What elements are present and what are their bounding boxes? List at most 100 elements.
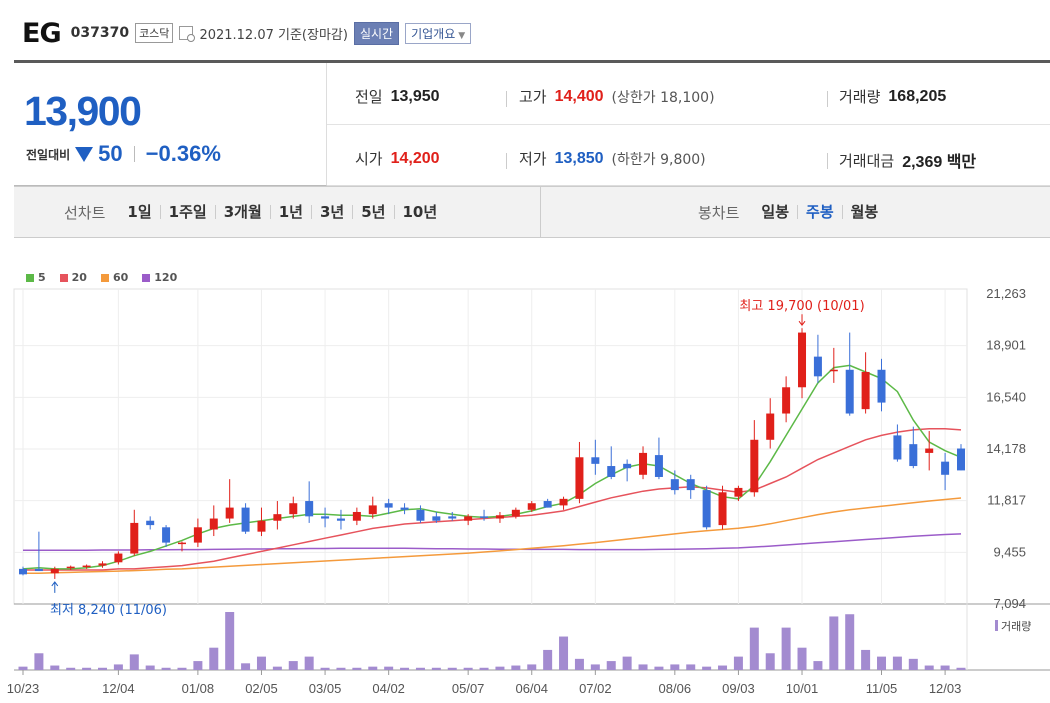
candle-body (782, 387, 791, 414)
x-tick-label: 10/23 (7, 681, 40, 696)
period-3m[interactable]: 3개월 (214, 205, 270, 220)
volume-bar (749, 627, 759, 670)
candle-body (941, 461, 950, 475)
x-tick-label: 02/05 (245, 681, 278, 696)
divider (827, 153, 828, 169)
candle-chart-group: 봉차트 일봉 주봉 월봉 (698, 187, 886, 237)
y-tick-label: 11,817 (987, 493, 1026, 508)
stat-label: 거래량 (839, 88, 881, 106)
candle-body (114, 553, 123, 563)
legend-swatch (26, 273, 34, 282)
candle-daily[interactable]: 일봉 (761, 203, 790, 221)
period-1y[interactable]: 1년 (269, 205, 311, 220)
quote-summary: 13,900 전일대비 50 −0.36% 전일 13,950 고가 14,40… (14, 60, 1050, 186)
candle-body (750, 439, 759, 493)
high-arrow-icon (798, 314, 806, 327)
stock-code: 037370 (70, 25, 130, 41)
x-tick-label: 04/02 (372, 681, 405, 696)
row-divider (327, 124, 1050, 125)
candle-body (591, 457, 600, 464)
legend-item-ma20: 20 (59, 271, 87, 284)
divider (133, 146, 135, 162)
volume-bar (622, 656, 632, 670)
candle-body (289, 503, 298, 515)
volume-bar (193, 661, 203, 670)
change-percent: −0.36% (145, 141, 221, 166)
candle-body (321, 516, 330, 519)
volume-bar (877, 656, 887, 670)
volume-bar (352, 667, 362, 670)
candle-body (957, 448, 965, 471)
candle-body (146, 520, 155, 526)
candle-body (766, 413, 775, 440)
change-label: 전일대비 (26, 147, 71, 162)
volume-bar (431, 667, 441, 670)
volume-bar (368, 666, 378, 670)
current-price: 13,900 (24, 88, 142, 134)
candle-body (861, 371, 870, 410)
period-5y[interactable]: 5년 (352, 205, 393, 220)
candle-body (273, 514, 282, 521)
volume-bar (781, 627, 791, 670)
volume-bar (129, 654, 139, 670)
realtime-button[interactable]: 실시간 (353, 21, 400, 45)
stock-header: EG 037370 코스닥 2021.12.07 기준(장마감) 실시간 기업개… (22, 18, 472, 49)
high-annotation: 최고 19,700 (10/01) (739, 299, 864, 314)
candle-body (829, 369, 838, 372)
candle-body (82, 565, 91, 568)
ma5-line (22, 364, 962, 570)
volume-bar (384, 666, 394, 670)
x-tick-label: 06/04 (515, 681, 548, 696)
candle-monthly[interactable]: 월봉 (841, 205, 887, 220)
volume-bar (82, 667, 92, 670)
x-tick-label: 09/03 (722, 681, 755, 696)
volume-bar (241, 663, 251, 670)
candle-body (66, 566, 75, 569)
volume-bar (336, 667, 346, 670)
ma60-line (23, 497, 962, 574)
legend-item-ma120: 120 (142, 271, 177, 284)
period-1d[interactable]: 1일 (127, 203, 152, 221)
volume-bar (718, 665, 728, 670)
volume-bar (400, 667, 410, 670)
divider (540, 187, 541, 237)
volume-bar (733, 656, 743, 670)
stat-label: 전일 (355, 88, 383, 106)
volume-legend-label: 거래량 (1001, 620, 1031, 633)
candle-weekly[interactable]: 주봉 (797, 205, 842, 220)
candle-body (559, 498, 568, 506)
volume-bar (34, 653, 44, 670)
legend-swatch (142, 273, 151, 282)
volume-bar (66, 667, 76, 670)
legend-label: 120 (154, 271, 178, 284)
candle-body (877, 369, 886, 403)
candle-body (305, 501, 314, 517)
company-info-label: 기업개요 (411, 26, 456, 41)
stat-label: 저가 (519, 150, 547, 168)
candle-body (384, 503, 393, 508)
company-info-dropdown[interactable]: 기업개요 ▼ (405, 22, 472, 44)
period-1w[interactable]: 1주일 (159, 205, 215, 220)
volume-bar (18, 666, 28, 670)
period-10y[interactable]: 10년 (393, 205, 446, 220)
period-3y[interactable]: 3년 (311, 205, 352, 220)
candle-body (702, 490, 711, 528)
volume-bar (797, 647, 807, 670)
candle-body (527, 503, 536, 510)
volume-bar (940, 665, 950, 670)
line-chart-group: 선차트 1일 1주일 3개월 1년 3년 5년 10년 (64, 187, 445, 237)
price-panel-frame (13, 288, 968, 605)
divider (827, 91, 828, 107)
candle-body (225, 507, 234, 519)
volume-bar (511, 665, 521, 670)
x-tick-label: 03/05 (309, 681, 342, 696)
change-value: 50 (98, 141, 123, 166)
volume-bar (845, 614, 855, 670)
candle-body (813, 356, 822, 377)
x-tick-label: 01/08 (182, 681, 215, 696)
calendar-clock-icon (179, 26, 196, 42)
upper-limit: (상한가 18,100) (611, 89, 715, 106)
candle-body (845, 369, 854, 414)
y-tick-label: 9,455 (993, 544, 1026, 559)
